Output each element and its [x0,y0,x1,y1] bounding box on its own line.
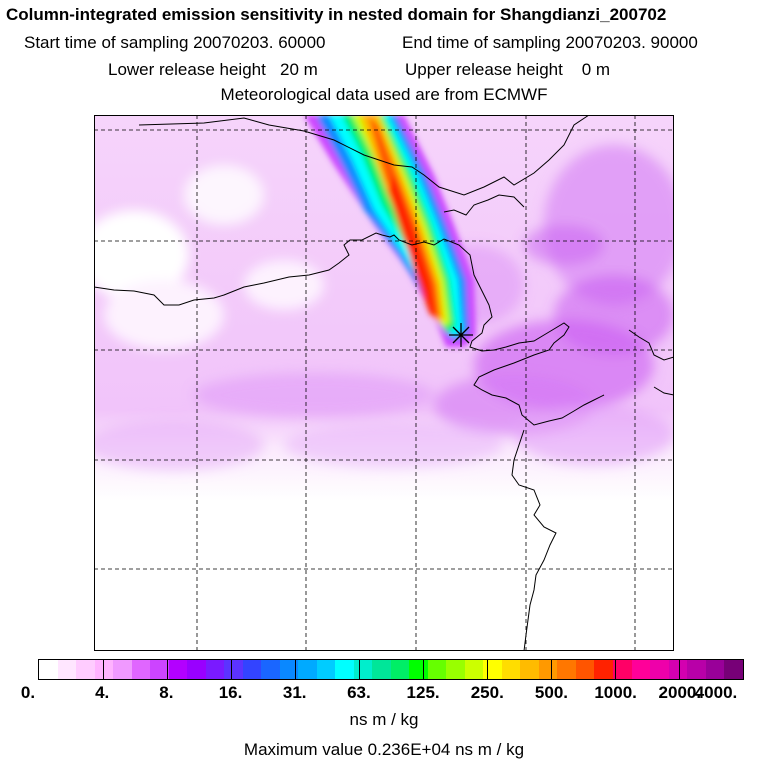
legend-swatch [538,660,558,679]
legend-separator [231,660,232,679]
legend-tick-label: 1000. [594,683,637,702]
receptor-star-marker-icon [449,323,473,347]
legend-tick-label: 63. [347,683,371,702]
legend-tick-label: 8. [159,683,174,702]
legend-separator [295,660,296,679]
legend-separator [615,660,616,679]
legend-swatch [668,660,688,679]
legend-tick-label: 2000. [658,683,702,702]
legend-separator [359,660,360,679]
legend-swatch [612,660,632,679]
legend-swatch [501,660,521,679]
legend-swatch [372,660,391,679]
legend-swatch [279,660,299,679]
legend-swatch [242,660,262,679]
legend-tick-label: 31. [282,683,307,702]
legend-swatch [575,660,595,679]
legend-swatch [520,660,539,679]
legend-swatch [650,660,669,679]
legend-swatch [298,660,317,679]
legend-swatch [687,660,706,679]
legend-swatch [353,660,373,679]
legend-swatch [168,660,188,679]
legend-tick-label: 500. [534,683,568,702]
legend-swatch [427,660,447,679]
legend-swatch [205,660,225,679]
legend-swatch [594,660,613,679]
coastline [94,115,674,651]
legend-tick-label: 16. [218,683,243,702]
unit-label: ns m / kg [349,710,419,729]
legend-swatch [724,660,743,679]
upper-height-label: Upper release height 0 m [405,60,611,79]
legend-separator [423,660,424,679]
emission-sensitivity-map [94,115,674,651]
legend-swatch [409,660,428,679]
start-time-label: Start time of sampling 20070203. 60000 [24,33,326,52]
legend-tick-label: 250. [470,683,504,702]
legend-swatch [631,660,651,679]
map-title: Column-integrated emission sensitivity i… [6,5,667,24]
legend-separator [103,660,104,679]
legend-swatch [39,660,58,679]
legend-swatch [113,660,132,679]
map-frame [94,115,674,651]
legend-tick-label: 4. [95,683,110,702]
plume [304,115,476,347]
legend-swatch [483,660,502,679]
legend-separator [551,660,552,679]
legend-separator [679,660,680,679]
legend-swatch [150,660,169,679]
lower-height-label: Lower release height 20 m [108,60,318,79]
latitude-longitude-grid [94,115,674,651]
legend-swatch [446,660,465,679]
legend-separator [167,660,168,679]
legend-swatch [390,660,410,679]
legend-swatch [316,660,336,679]
legend-swatch [261,660,280,679]
legend-swatch [187,660,206,679]
end-time-label: End time of sampling 20070203. 90000 [402,33,698,52]
legend-tick-label: 4000. [694,683,738,702]
legend-swatch [224,660,243,679]
color-scale-bar [38,659,744,680]
legend-swatch [464,660,484,679]
max-value-label: Maximum value 0.236E+04 ns m / kg [243,740,525,759]
legend-swatch [57,660,77,679]
legend-swatch [705,660,725,679]
legend-separator [487,660,488,679]
legend-swatch [335,660,354,679]
met-data-label: Meteorological data used are from ECMWF [220,85,548,104]
legend-swatch [76,660,95,679]
legend-tick-label: 125. [406,683,440,702]
legend-swatch [131,660,151,679]
legend-tick-label: 0. [20,683,36,702]
legend-swatch [557,660,576,679]
